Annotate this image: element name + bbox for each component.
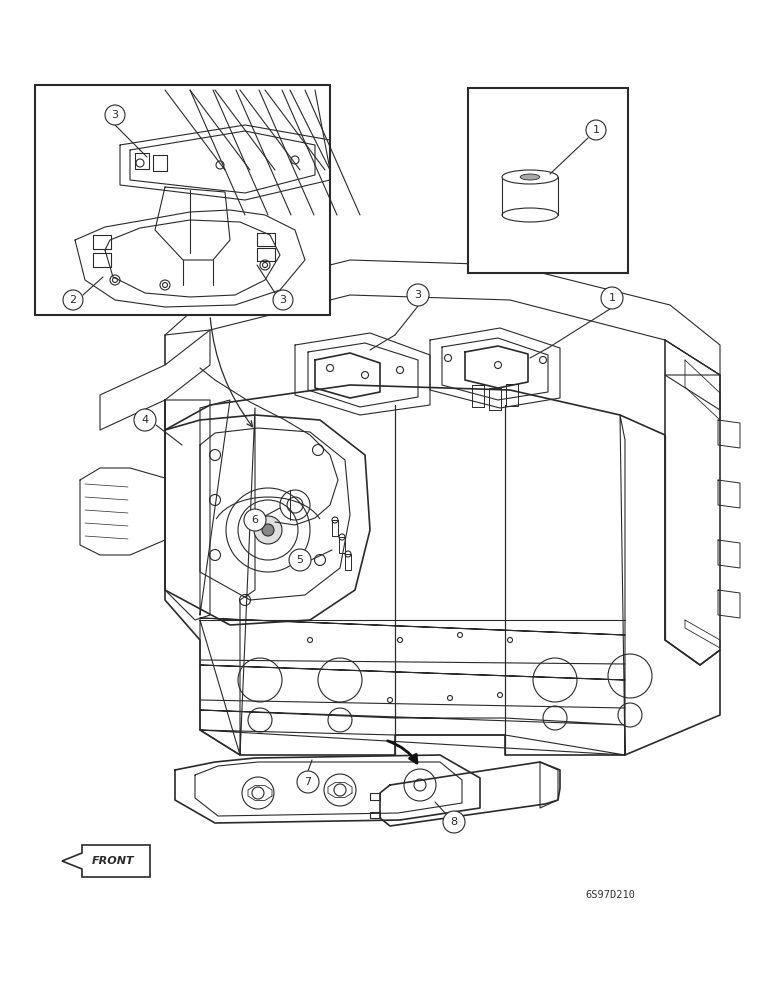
- Circle shape: [254, 516, 282, 544]
- FancyArrowPatch shape: [210, 318, 252, 427]
- Circle shape: [407, 284, 429, 306]
- Circle shape: [105, 105, 125, 125]
- Text: 6: 6: [252, 515, 259, 525]
- Text: 8: 8: [450, 817, 458, 827]
- Text: FRONT: FRONT: [92, 856, 134, 866]
- Text: 6S97D210: 6S97D210: [585, 890, 635, 900]
- Circle shape: [297, 771, 319, 793]
- Ellipse shape: [502, 170, 558, 184]
- Circle shape: [134, 409, 156, 431]
- Text: 3: 3: [415, 290, 422, 300]
- Circle shape: [443, 811, 465, 833]
- Text: 4: 4: [141, 415, 148, 425]
- Bar: [468, 88, 628, 273]
- Text: 3: 3: [111, 110, 118, 120]
- Circle shape: [586, 120, 606, 140]
- Circle shape: [289, 549, 311, 571]
- Text: 7: 7: [304, 777, 312, 787]
- Text: 1: 1: [592, 125, 600, 135]
- Text: 5: 5: [296, 555, 303, 565]
- Text: 3: 3: [279, 295, 286, 305]
- Polygon shape: [62, 845, 150, 877]
- Circle shape: [273, 290, 293, 310]
- Circle shape: [601, 287, 623, 309]
- Bar: [35, 85, 330, 315]
- Circle shape: [244, 509, 266, 531]
- Text: 2: 2: [69, 295, 76, 305]
- Circle shape: [262, 524, 274, 536]
- Circle shape: [63, 290, 83, 310]
- Text: 1: 1: [608, 293, 615, 303]
- Ellipse shape: [520, 174, 540, 180]
